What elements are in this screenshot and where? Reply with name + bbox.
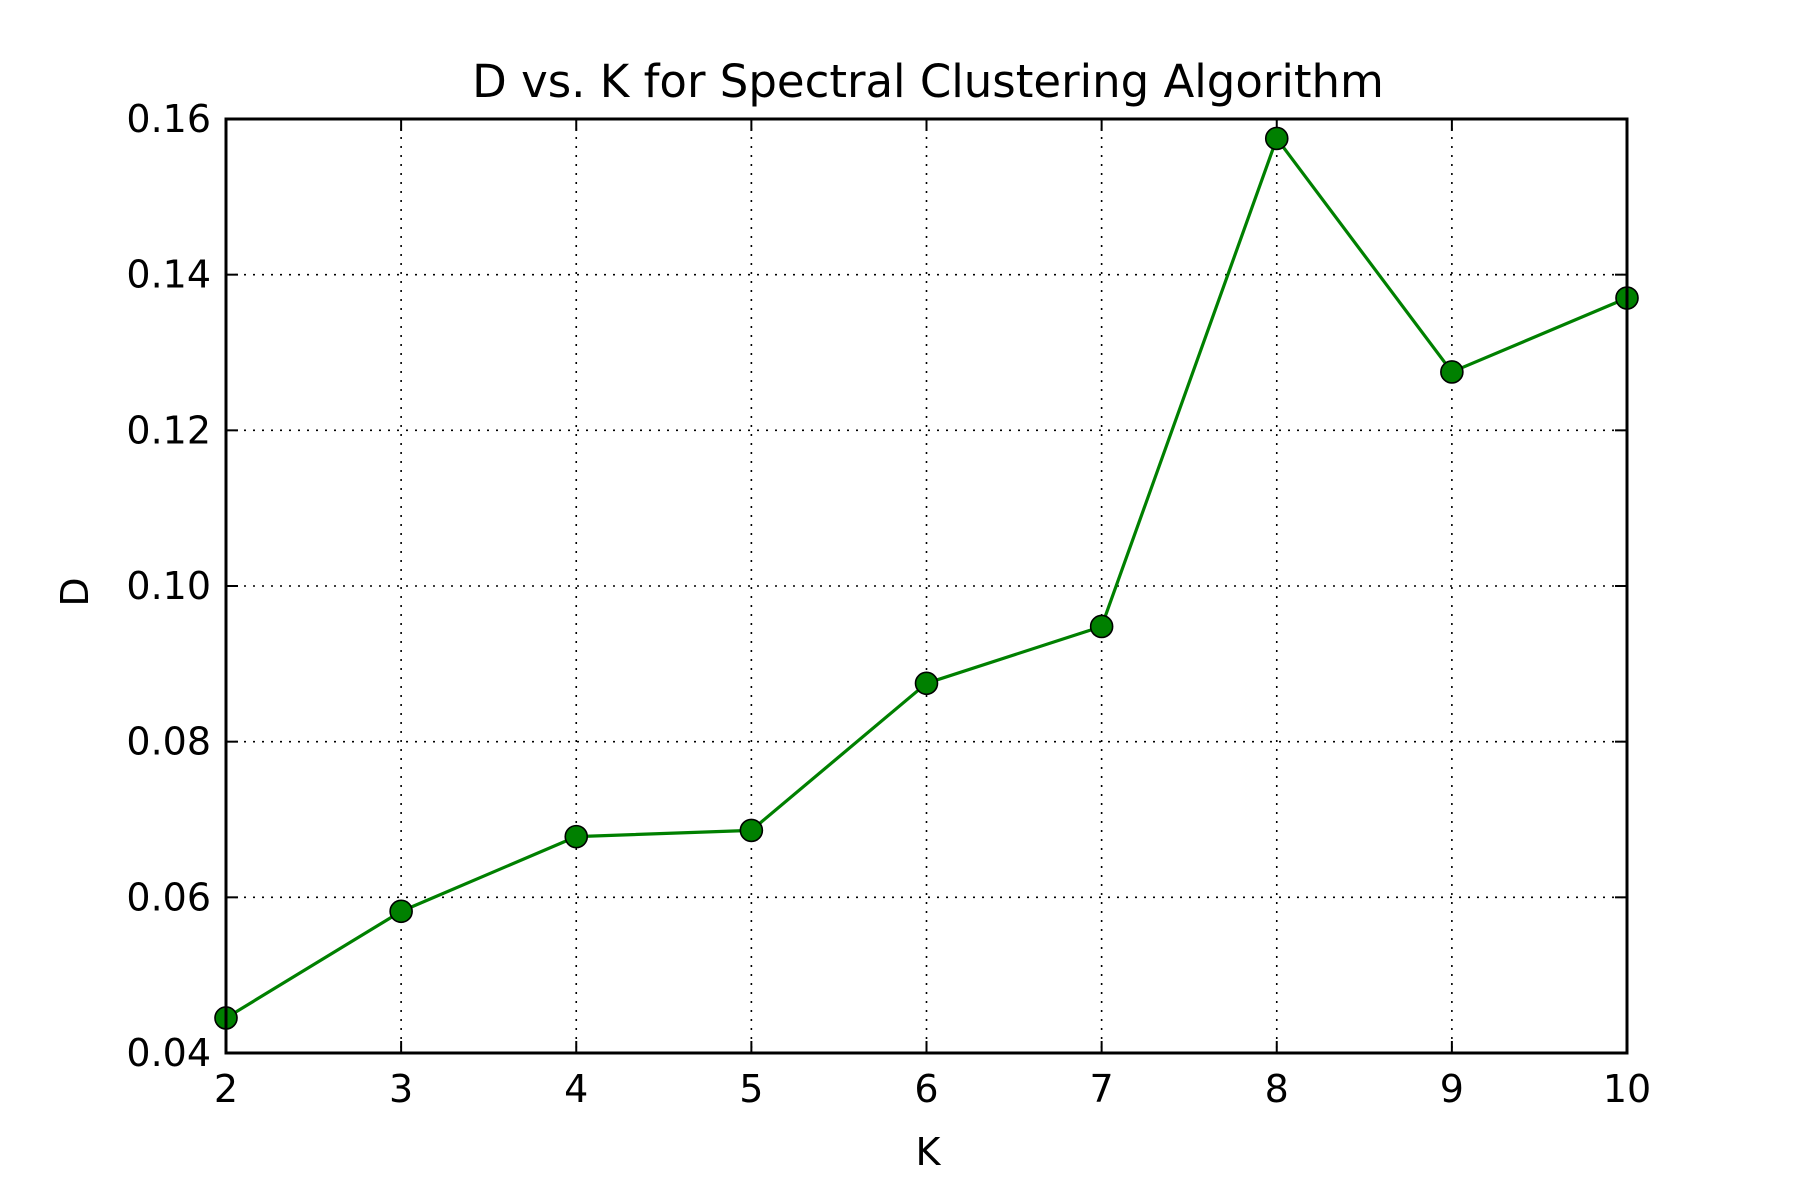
y-tick-label: 0.12 [126,408,211,452]
y-axis-label: D [53,577,97,606]
y-tick-label: 0.08 [126,720,211,764]
x-tick-label: 10 [1603,1067,1651,1111]
x-tick-labels: 2 3 4 5 6 7 8 9 10 [214,1067,1651,1111]
data-point [389,899,413,924]
y-tick-label: 0.06 [126,875,211,919]
data-point [914,671,939,696]
data-point [1440,360,1464,384]
x-tick-label: 2 [214,1067,238,1111]
x-tick-label: 6 [914,1067,938,1111]
x-tick-label: 9 [1440,1067,1464,1111]
gridlines [225,118,1628,1054]
data-point [564,824,589,849]
series [214,126,1639,1030]
y-tick-label: 0.10 [126,564,211,608]
y-tick-label: 0.04 [126,1031,211,1075]
data-point [1089,614,1114,639]
data-point [739,818,764,843]
x-tick-label: 4 [564,1067,588,1111]
plot-frame [224,117,1629,1055]
y-tick-labels: 0.04 0.06 0.08 0.10 0.12 0.14 0.16 [126,97,211,1075]
x-tick-label: 3 [389,1067,413,1111]
x-tick-label: 7 [1090,1067,1114,1111]
data-point [1264,126,1289,151]
x-tick-label: 8 [1265,1067,1289,1111]
x-axis-label: K [916,1130,942,1174]
y-tick-label: 0.16 [126,97,211,141]
y-tick-label: 0.14 [126,253,211,297]
chart-title: D vs. K for Spectral Clustering Algorith… [472,55,1384,108]
x-tick-label: 5 [739,1067,763,1111]
